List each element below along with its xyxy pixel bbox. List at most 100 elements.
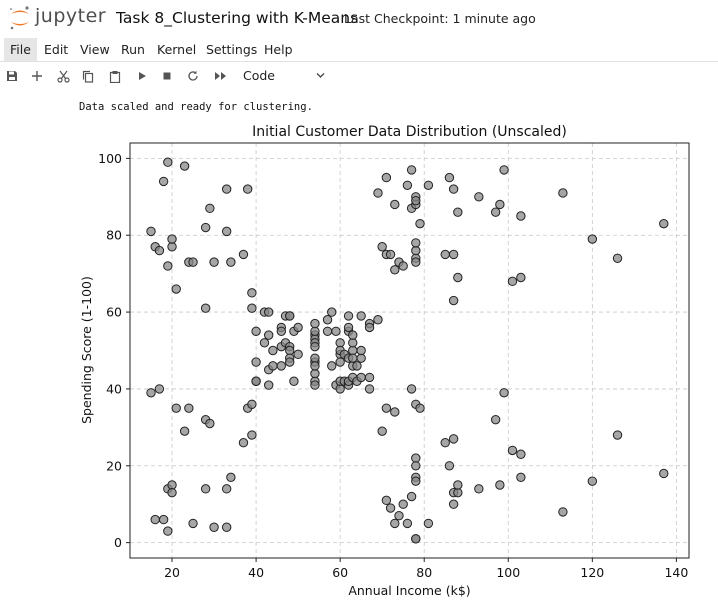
cut-icon[interactable] [54, 67, 72, 85]
data-point [221, 184, 232, 194]
data-point [507, 276, 518, 287]
data-point [411, 238, 421, 248]
data-point [343, 322, 354, 333]
data-point [448, 249, 459, 260]
menu-bar: File Edit View Run Kernel Settings Help [0, 38, 718, 62]
y-tick-label: 80 [106, 228, 122, 243]
data-point [251, 326, 261, 336]
x-axis-label: Annual Income (k$) [348, 583, 470, 598]
data-point [268, 345, 278, 356]
data-point [179, 426, 190, 436]
data-point [247, 288, 257, 298]
data-point [352, 361, 362, 371]
cell-type-label: Code [243, 68, 276, 83]
data-point [411, 245, 421, 256]
data-point [499, 388, 509, 398]
data-point [348, 345, 358, 356]
data-point [356, 372, 366, 383]
cell-type-dropdown[interactable]: Code [236, 67, 331, 85]
data-point [221, 522, 232, 532]
x-tick-label: 100 [496, 565, 520, 580]
data-point [171, 284, 181, 294]
data-point [289, 376, 299, 386]
data-point [402, 518, 413, 529]
add-icon[interactable] [28, 67, 46, 85]
data-point [373, 188, 383, 198]
save-icon[interactable] [3, 67, 21, 85]
data-point [167, 242, 177, 252]
data-point [310, 341, 320, 352]
data-point [343, 311, 354, 321]
data-point [516, 211, 526, 221]
data-point [495, 480, 505, 490]
paste-icon[interactable] [106, 67, 124, 85]
data-point [659, 468, 669, 479]
restart-icon[interactable] [184, 67, 202, 85]
y-axis-label: Spending Score (1-100) [79, 276, 94, 424]
data-point [364, 322, 375, 333]
data-point [516, 472, 526, 483]
data-point [158, 514, 169, 525]
data-point [390, 199, 400, 210]
data-point [411, 461, 421, 471]
data-point [444, 172, 455, 183]
run-all-icon[interactable] [211, 67, 229, 85]
y-tick-label: 0 [114, 535, 122, 550]
data-point [154, 245, 165, 256]
data-point [163, 261, 173, 271]
menu-view[interactable]: View [80, 42, 110, 57]
data-point [385, 503, 396, 513]
menu-file[interactable]: File [4, 38, 37, 61]
y-tick-label: 100 [98, 151, 122, 166]
data-point [293, 322, 303, 333]
menu-kernel[interactable]: Kernel [157, 42, 197, 57]
menu-settings[interactable]: Settings [206, 42, 258, 57]
top-bar: jupyter Task 8_Clustering with K-Means L… [0, 0, 718, 37]
data-point [146, 388, 156, 398]
data-point [242, 184, 253, 194]
data-point [238, 438, 249, 448]
data-point [322, 326, 333, 336]
data-point [335, 338, 345, 348]
data-point [205, 203, 215, 214]
data-point [364, 384, 375, 394]
data-point [310, 318, 320, 329]
chart-title: Initial Customer Data Distribution (Unsc… [252, 124, 567, 140]
data-point [238, 249, 249, 260]
data-point [163, 526, 173, 536]
data-point [163, 157, 173, 167]
menu-run[interactable]: Run [121, 42, 145, 57]
data-point [348, 330, 358, 340]
data-point [516, 272, 526, 283]
data-point [490, 414, 501, 425]
run-icon[interactable] [133, 67, 151, 85]
data-point [226, 472, 236, 483]
data-point [263, 330, 274, 340]
jupyter-logo-icon[interactable] [8, 5, 32, 31]
data-point [587, 234, 598, 244]
data-point [406, 165, 417, 175]
x-tick-label: 60 [332, 565, 348, 580]
copy-icon[interactable] [79, 67, 97, 85]
menu-edit[interactable]: Edit [44, 42, 69, 57]
data-point [322, 315, 333, 325]
stop-icon[interactable] [158, 67, 176, 85]
data-point [247, 303, 257, 313]
data-point [356, 311, 366, 321]
data-point [209, 522, 219, 532]
data-point [310, 380, 320, 390]
data-point [184, 403, 194, 413]
data-point [587, 476, 598, 486]
data-point [310, 368, 320, 379]
data-point [448, 434, 459, 444]
data-point [398, 261, 408, 271]
menu-help[interactable]: Help [264, 42, 293, 57]
data-point [167, 480, 177, 490]
data-point [200, 484, 211, 494]
notebook-title[interactable]: Task 8_Clustering with K-Means [116, 9, 359, 27]
notebook-toolbar: Code [0, 63, 718, 89]
data-point [150, 514, 160, 525]
data-point [453, 487, 463, 498]
data-point [453, 480, 463, 490]
